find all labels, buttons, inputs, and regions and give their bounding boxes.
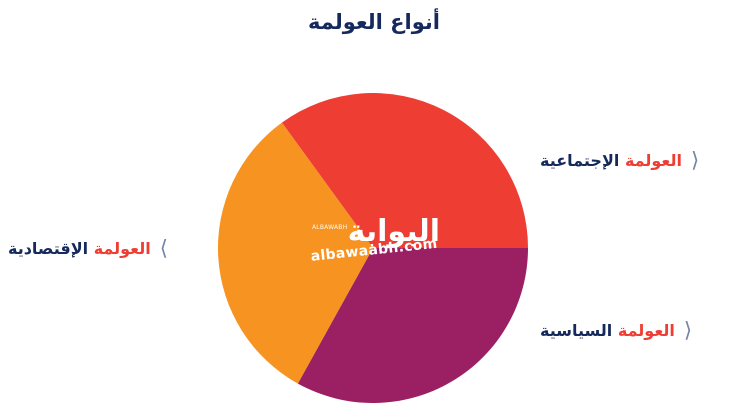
pie-slice-economic[interactable]: [218, 122, 373, 384]
callout-political-base: السياسية: [540, 321, 613, 340]
callout-label-political[interactable]: ⟨ العولمة السياسية: [540, 320, 701, 341]
pie-chart: [218, 93, 528, 403]
chevron-left-icon: ⟨: [690, 148, 700, 172]
callout-economic-base: الإقتصادية: [8, 239, 89, 258]
page-title: أنواع العولمة: [308, 10, 440, 34]
callout-economic-accent: العولمة: [93, 239, 151, 258]
callout-social-text: العولمة الإجتماعية: [540, 151, 682, 170]
callout-social-base: الإجتماعية: [540, 151, 620, 170]
pie-chart-svg: [218, 93, 528, 403]
callout-economic-text: العولمة الإقتصادية: [8, 239, 151, 258]
chevron-right-icon: ⟩: [159, 236, 168, 260]
chevron-left-icon: ⟨: [683, 318, 693, 342]
callout-social-accent: العولمة: [624, 151, 682, 170]
pie-slice-political[interactable]: [297, 248, 528, 403]
callout-label-economic[interactable]: ⟩ العولمة الإقتصادية: [8, 238, 177, 259]
callout-political-accent: العولمة: [617, 321, 675, 340]
callout-label-social[interactable]: ⟨ العولمة الإجتماعية: [540, 150, 708, 171]
callout-political-text: العولمة السياسية: [540, 321, 675, 340]
pie-slice-social[interactable]: [281, 93, 528, 248]
